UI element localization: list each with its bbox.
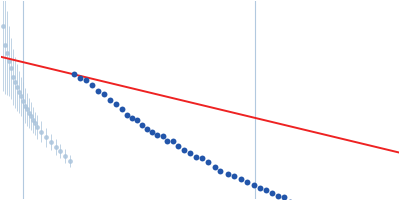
Point — [244, 180, 250, 183]
Point — [256, 186, 263, 189]
Point — [251, 184, 257, 187]
Point — [181, 149, 187, 152]
Point — [268, 192, 275, 195]
Point — [164, 139, 170, 142]
Point — [199, 157, 205, 160]
Point — [71, 73, 78, 76]
Point — [107, 98, 114, 102]
Point — [139, 123, 146, 126]
Point — [101, 93, 108, 96]
Point — [129, 116, 136, 119]
Point — [274, 194, 281, 197]
Point — [225, 172, 231, 175]
Point — [170, 139, 176, 142]
Point — [231, 174, 237, 178]
Point — [262, 188, 269, 192]
Point — [144, 128, 150, 131]
Point — [89, 83, 96, 86]
Point — [119, 108, 126, 111]
Point — [193, 156, 199, 159]
Point — [77, 76, 84, 79]
Point — [205, 160, 211, 164]
Point — [187, 151, 193, 154]
Point — [134, 118, 140, 121]
Point — [113, 102, 120, 105]
Point — [83, 79, 90, 82]
Point — [217, 170, 223, 173]
Point — [160, 135, 166, 138]
Point — [238, 178, 244, 181]
Point — [124, 114, 130, 117]
Point — [212, 165, 218, 168]
Point — [154, 133, 160, 137]
Point — [95, 89, 102, 92]
Point — [149, 130, 155, 133]
Point — [175, 144, 181, 147]
Point — [280, 195, 287, 199]
